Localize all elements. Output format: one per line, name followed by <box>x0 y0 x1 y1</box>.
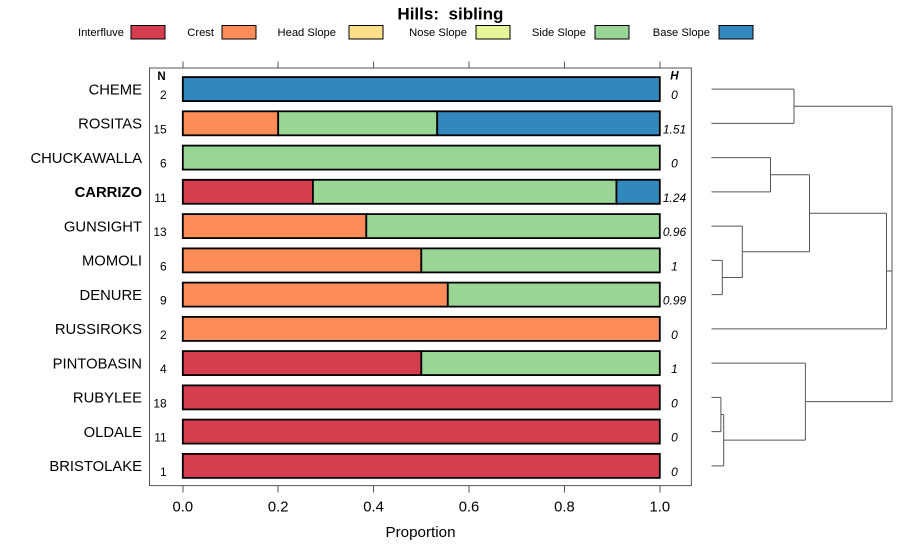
svg-text:CHEME: CHEME <box>89 82 143 98</box>
svg-text:N: N <box>157 71 165 83</box>
svg-text:Head Slope: Head Slope <box>278 27 336 39</box>
svg-text:9: 9 <box>160 294 167 308</box>
svg-text:1: 1 <box>160 465 167 479</box>
svg-text:0.2: 0.2 <box>268 500 289 516</box>
svg-text:PINTOBASIN: PINTOBASIN <box>53 356 142 372</box>
svg-text:6: 6 <box>160 157 167 171</box>
svg-text:0: 0 <box>671 157 678 171</box>
svg-text:0.4: 0.4 <box>363 500 384 516</box>
svg-text:Interfluve: Interfluve <box>78 27 124 39</box>
svg-text:0: 0 <box>671 431 678 445</box>
svg-text:1: 1 <box>671 362 678 376</box>
svg-text:0: 0 <box>671 465 678 479</box>
svg-text:6: 6 <box>160 259 167 273</box>
svg-text:2: 2 <box>160 328 167 342</box>
svg-text:Base Slope: Base Slope <box>653 27 710 39</box>
svg-text:0: 0 <box>671 88 678 102</box>
svg-text:DENURE: DENURE <box>80 288 143 304</box>
svg-text:18: 18 <box>153 396 167 410</box>
svg-text:CHUCKAWALLA: CHUCKAWALLA <box>30 151 142 167</box>
svg-text:Proportion: Proportion <box>385 524 455 541</box>
svg-text:1.0: 1.0 <box>650 500 671 516</box>
svg-text:RUBYLEE: RUBYLEE <box>73 391 142 407</box>
svg-text:ROSITAS: ROSITAS <box>78 117 142 133</box>
svg-text:Hills: sibling: Hills: sibling <box>397 5 503 24</box>
svg-text:RUSSIROKS: RUSSIROKS <box>55 322 142 338</box>
svg-text:1.24: 1.24 <box>663 191 687 205</box>
svg-text:MOMOLI: MOMOLI <box>82 254 142 270</box>
svg-text:1.51: 1.51 <box>663 122 686 136</box>
svg-text:BRISTOLAKE: BRISTOLAKE <box>49 459 142 475</box>
svg-text:CARRIZO: CARRIZO <box>75 185 142 201</box>
svg-text:11: 11 <box>154 431 167 445</box>
svg-text:GUNSIGHT: GUNSIGHT <box>64 219 142 235</box>
svg-text:0.96: 0.96 <box>663 225 687 239</box>
svg-text:0.99: 0.99 <box>663 294 687 308</box>
svg-text:0: 0 <box>671 328 678 342</box>
svg-text:1: 1 <box>671 259 678 273</box>
svg-text:13: 13 <box>153 225 167 239</box>
svg-text:OLDALE: OLDALE <box>84 425 143 441</box>
svg-text:0.8: 0.8 <box>554 500 575 516</box>
svg-text:11: 11 <box>154 191 167 205</box>
svg-text:0: 0 <box>671 396 678 410</box>
svg-text:0.0: 0.0 <box>173 500 194 516</box>
svg-text:15: 15 <box>153 122 167 136</box>
svg-text:2: 2 <box>160 88 167 102</box>
svg-text:4: 4 <box>160 362 167 376</box>
svg-text:Nose Slope: Nose Slope <box>409 27 467 39</box>
svg-text:H: H <box>670 71 679 83</box>
svg-text:0.6: 0.6 <box>459 500 480 516</box>
svg-text:Side Slope: Side Slope <box>532 27 586 39</box>
svg-text:Crest: Crest <box>187 27 215 39</box>
